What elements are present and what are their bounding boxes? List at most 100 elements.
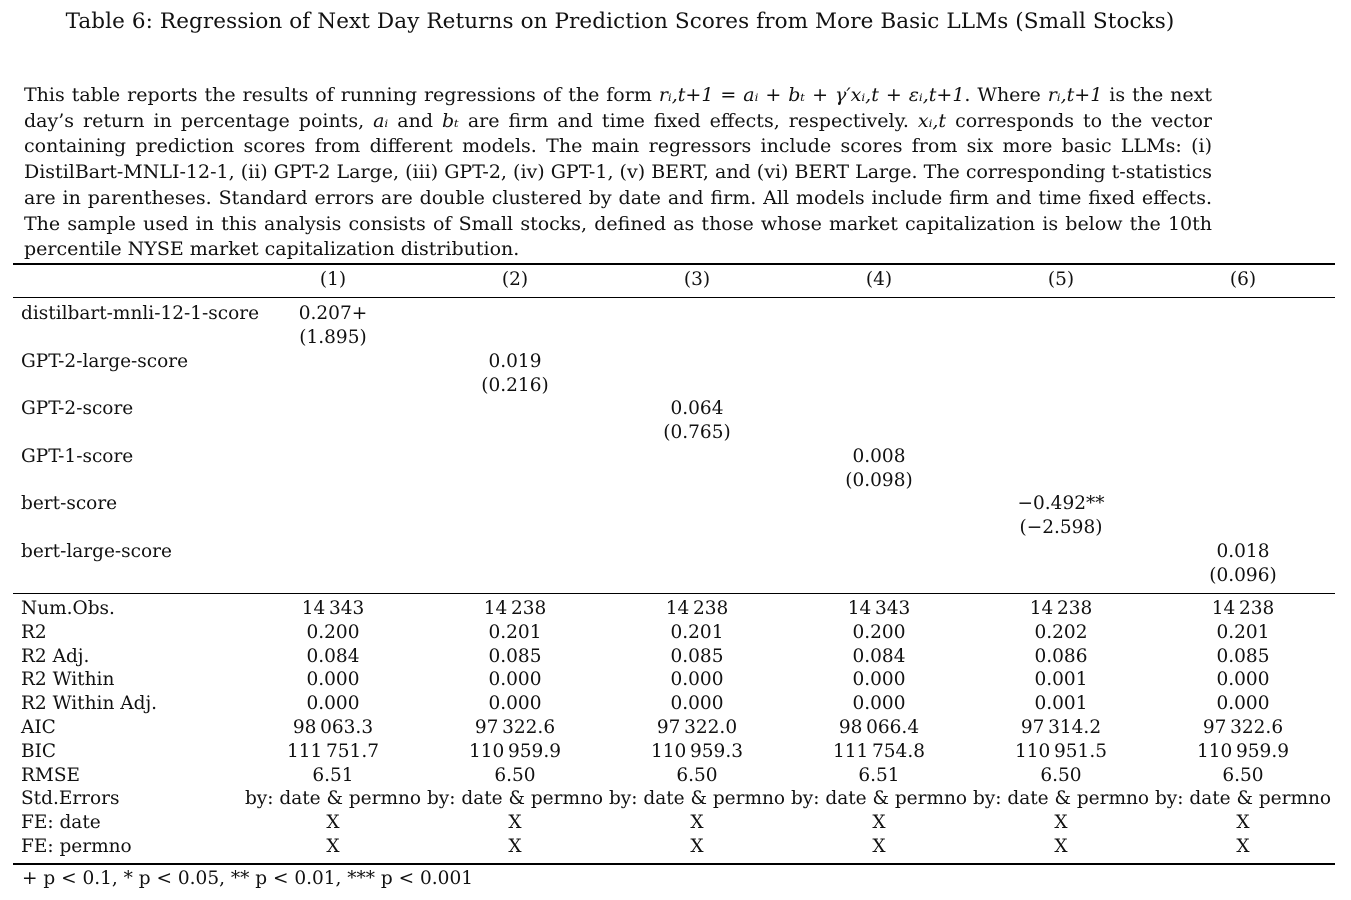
stat-cell: X xyxy=(326,836,340,857)
stat-cell: 97 322.6 xyxy=(1202,717,1284,738)
stat-cell: 111 754.8 xyxy=(833,741,925,762)
caption-return-symbol: rᵢ,t+1 xyxy=(1047,84,1103,106)
stat-cell: 0.202 xyxy=(1034,622,1088,643)
stat-cell: 0.201 xyxy=(1216,622,1270,643)
stat-cell: by: date & permno xyxy=(608,788,786,809)
stat-cell: X xyxy=(1054,836,1068,857)
stat-cell: X xyxy=(872,812,886,833)
caption-regressor-symbol: xᵢ,t xyxy=(917,109,947,132)
stat-cell: by: date & permno xyxy=(790,788,968,809)
coefficient-row-label: GPT-2-score xyxy=(21,398,134,419)
stat-cell: 0.000 xyxy=(852,693,906,714)
stat-cell: 0.001 xyxy=(1034,693,1088,714)
significance-footnote: + p < 0.1, * p < 0.05, ** p < 0.01, *** … xyxy=(22,868,473,889)
stat-cell: 14 343 xyxy=(301,598,365,619)
stat-cell: by: date & permno xyxy=(972,788,1150,809)
coefficient-estimate: 0.207+ xyxy=(298,303,368,324)
header-rule xyxy=(13,297,1335,298)
stat-cell: 0.084 xyxy=(852,646,906,667)
caption-text-2: . Where xyxy=(964,84,1048,106)
stat-cell: 14 238 xyxy=(483,598,547,619)
stat-cell: 0.000 xyxy=(306,693,360,714)
coefficient-estimate: 0.064 xyxy=(670,398,724,419)
column-header: (1) xyxy=(319,269,347,290)
coefficient-row-label: GPT-2-large-score xyxy=(21,351,189,372)
stat-row-label: Std.Errors xyxy=(21,788,120,809)
caption-time-effect-symbol: bₜ xyxy=(441,109,459,132)
stat-row-label: FE: date xyxy=(21,812,101,833)
stat-cell: X xyxy=(508,812,522,833)
stat-cell: 14 238 xyxy=(1211,598,1275,619)
stat-row-label: RMSE xyxy=(21,765,81,786)
coefficient-estimate: 0.018 xyxy=(1216,541,1270,562)
stat-cell: 0.001 xyxy=(1034,669,1088,690)
stat-row-label: R2 Within xyxy=(21,669,115,690)
stat-cell: 6.50 xyxy=(1040,765,1082,786)
coefficient-row-label: bert-large-score xyxy=(21,541,172,562)
stat-cell: X xyxy=(1236,836,1250,857)
stat-row-label: FE: permno xyxy=(21,836,132,857)
stat-cell: 0.085 xyxy=(670,646,724,667)
stat-cell: 111 751.7 xyxy=(287,741,379,762)
caption-text-4: and xyxy=(388,109,442,132)
stat-cell: 0.000 xyxy=(1216,669,1270,690)
stat-cell: 0.085 xyxy=(1216,646,1270,667)
stat-cell: 6.50 xyxy=(1222,765,1264,786)
stat-cell: 97 314.2 xyxy=(1020,717,1102,738)
stat-row-label: Num.Obs. xyxy=(21,598,115,619)
stat-cell: X xyxy=(1236,812,1250,833)
coefficient-row-label: bert-score xyxy=(21,493,118,514)
stat-cell: 14 238 xyxy=(665,598,729,619)
stat-cell: 6.51 xyxy=(858,765,900,786)
caption-text-5: are firm and time fixed effects, respect… xyxy=(458,109,918,132)
stat-row-label: AIC xyxy=(21,717,56,738)
stat-row-label: BIC xyxy=(21,741,57,762)
caption-text-6: corresponds to the vector containing pre… xyxy=(24,109,1212,261)
stat-cell: 0.000 xyxy=(488,693,542,714)
stat-cell: 0.086 xyxy=(1034,646,1088,667)
column-header: (3) xyxy=(683,269,711,290)
stat-cell: 110 959.9 xyxy=(1197,741,1289,762)
table-bottom-rule xyxy=(13,863,1335,865)
stat-cell: 0.000 xyxy=(670,693,724,714)
stat-cell: X xyxy=(690,812,704,833)
stat-cell: 110 959.3 xyxy=(651,741,743,762)
column-header: (6) xyxy=(1229,269,1257,290)
coefficient-row-label: distilbart-mnli-12-1-score xyxy=(21,303,260,324)
stat-cell: by: date & permno xyxy=(426,788,604,809)
stat-cell: X xyxy=(508,836,522,857)
midrule xyxy=(13,593,1335,594)
stat-cell: 6.50 xyxy=(676,765,718,786)
caption-text-1: This table reports the results of runnin… xyxy=(24,84,659,106)
coefficient-tstat: (0.098) xyxy=(845,470,913,491)
stat-cell: 14 238 xyxy=(1029,598,1093,619)
column-header: (4) xyxy=(865,269,893,290)
stat-cell: 98 063.3 xyxy=(292,717,374,738)
table-top-rule xyxy=(13,263,1335,265)
caption-firm-effect-symbol: aᵢ xyxy=(373,109,389,132)
caption-text-3: is the next day’s return in percentage p… xyxy=(24,84,1212,132)
stat-row-label: R2 Adj. xyxy=(21,646,90,667)
table-title: Table 6: Regression of Next Day Returns … xyxy=(65,9,1175,34)
stat-cell: 98 066.4 xyxy=(838,717,920,738)
coefficient-estimate: 0.019 xyxy=(488,351,542,372)
stat-cell: X xyxy=(690,836,704,857)
stat-cell: by: date & permno xyxy=(1154,788,1332,809)
coefficient-tstat: (0.216) xyxy=(481,375,549,396)
stat-row-label: R2 Within Adj. xyxy=(21,693,158,714)
stat-cell: 0.201 xyxy=(488,622,542,643)
stat-cell: 97 322.0 xyxy=(656,717,738,738)
table-caption: This table reports the results of runnin… xyxy=(24,83,1212,263)
stat-cell: 6.51 xyxy=(312,765,354,786)
coefficient-estimate: 0.008 xyxy=(852,446,906,467)
coefficient-tstat: (−2.598) xyxy=(1019,517,1103,538)
stat-cell: X xyxy=(326,812,340,833)
stat-cell: 0.000 xyxy=(488,669,542,690)
stat-cell: X xyxy=(872,836,886,857)
stat-cell: X xyxy=(1054,812,1068,833)
stat-cell: 0.000 xyxy=(1216,693,1270,714)
stat-cell: 0.200 xyxy=(852,622,906,643)
coefficient-tstat: (1.895) xyxy=(299,327,367,348)
stat-cell: 6.50 xyxy=(494,765,536,786)
stat-cell: 110 951.5 xyxy=(1015,741,1107,762)
